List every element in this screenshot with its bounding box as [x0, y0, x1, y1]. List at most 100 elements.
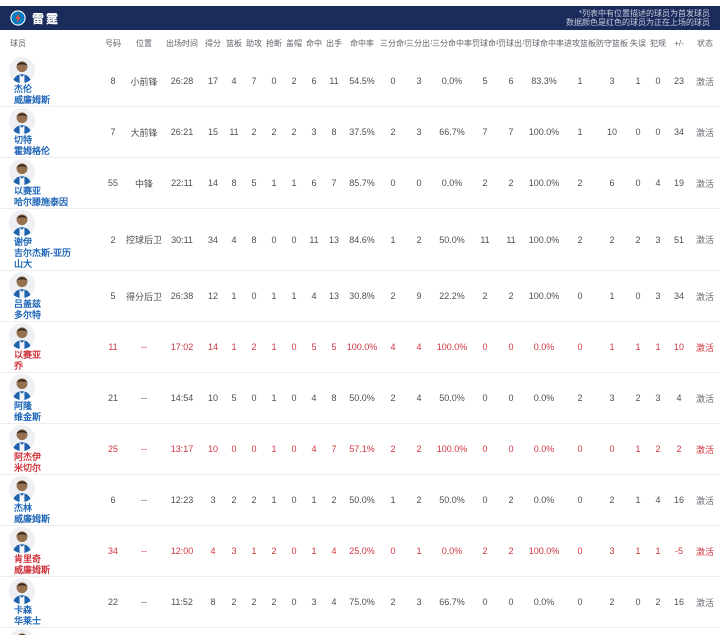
player-name-link[interactable]: 以赛亚 乔	[14, 350, 78, 372]
stat-cell: 54.5%	[349, 76, 375, 86]
stat-cell: 0	[498, 628, 524, 635]
player-row: 卡森 华莱士 22 -- 11:52 8 2 2 2 0 3 4 75.0% 2 3 66.7% 0 0 0.0…	[0, 577, 720, 628]
column-header: 命中	[306, 38, 322, 48]
column-header: +/-	[674, 38, 684, 48]
stat-cell: 4	[210, 546, 216, 556]
stat-cell: 10	[606, 127, 617, 137]
player-avatar[interactable]	[8, 424, 36, 452]
stat-cell: 0	[648, 628, 668, 635]
stat-cell: 1	[577, 127, 583, 137]
stat-cell: 4	[311, 291, 317, 301]
stat-cell: 75.0%	[349, 597, 375, 607]
stat-cell: 50.0%	[439, 234, 465, 245]
stat-cell: 3	[416, 127, 422, 137]
stat-cell: 2	[251, 597, 257, 607]
stat-cell: 1	[609, 291, 615, 301]
stat-cell: 1	[390, 234, 396, 245]
player-name-link[interactable]: 谢伊 吉尔杰斯-亚历山大	[14, 237, 78, 270]
player-avatar[interactable]	[8, 271, 36, 299]
player-given-name: 杰伦	[14, 84, 33, 94]
stat-cell: 0	[271, 76, 277, 86]
stat-cell: 0	[635, 291, 641, 301]
stat-cell: 2	[251, 127, 257, 137]
stat-cell: 1	[635, 546, 641, 556]
column-header: 进攻篮板	[564, 38, 596, 48]
stat-cell: 2	[508, 546, 514, 556]
player-name-link[interactable]: 杰林 威廉姆斯	[14, 503, 78, 525]
stat-cell: 0.0%	[533, 342, 555, 352]
player-name-link[interactable]: 阿隆 维金斯	[14, 401, 78, 423]
stat-cell: 2	[482, 546, 488, 556]
stat-cell: 3	[609, 546, 615, 556]
stat-cell: 11	[229, 127, 239, 137]
column-header: 球员	[10, 38, 26, 48]
stat-cell: 3	[655, 291, 661, 301]
stat-cell: 13:17	[170, 444, 194, 454]
player-avatar[interactable]	[8, 628, 36, 635]
stat-cell: 17	[207, 76, 218, 86]
stat-cell: 1	[231, 291, 237, 301]
column-header: 位置	[136, 38, 152, 48]
player-avatar[interactable]	[8, 209, 36, 237]
stat-cell: 2	[390, 127, 396, 137]
player-name-link[interactable]: 肯里奇 威廉姆斯	[14, 554, 78, 576]
stat-cell: 0	[472, 628, 498, 635]
player-avatar[interactable]	[8, 526, 36, 554]
stat-cell: 3	[324, 628, 344, 635]
player-name-link[interactable]: 阿杰伊 米切尔	[14, 452, 78, 474]
stat-cell: 2	[390, 597, 396, 607]
stat-cell: 7	[331, 178, 337, 188]
stat-cell: 0.0%	[441, 546, 463, 556]
stat-cell: 9	[100, 628, 126, 635]
stat-cell: --	[141, 546, 147, 556]
stat-cell: 12:00	[170, 546, 194, 556]
stat-cell: 3	[231, 546, 237, 556]
stat-cell: 0.0%	[533, 597, 555, 607]
stat-cell: 1	[655, 546, 661, 556]
player-avatar[interactable]	[8, 475, 36, 503]
player-cell: 阿杰伊 米切尔	[0, 424, 100, 475]
player-name-link[interactable]: 吕盖兹 多尔特	[14, 299, 78, 321]
player-name-link[interactable]: 切特 霍姆格伦	[14, 135, 78, 157]
stat-cell: 6	[508, 76, 514, 86]
stat-cell: 100.0%	[346, 342, 378, 352]
stat-cell: 0	[482, 495, 488, 505]
player-avatar[interactable]	[8, 577, 36, 605]
stat-cell: 4	[390, 342, 396, 352]
stat-cell: 23	[673, 76, 684, 86]
stat-cell: 6	[110, 495, 116, 505]
stat-cell: 0	[482, 444, 488, 454]
stat-cell: 11:52	[171, 597, 193, 607]
stat-cell: 26:21	[170, 127, 194, 137]
player-name-link[interactable]: 以赛亚 哈尔滕施泰因	[14, 186, 78, 208]
stat-cell: 22:11	[171, 178, 193, 188]
stat-cell: 0	[482, 597, 488, 607]
player-avatar[interactable]	[8, 373, 36, 401]
player-avatar[interactable]	[8, 158, 36, 186]
stat-cell: 0	[390, 546, 396, 556]
player-surname: 威廉姆斯	[14, 95, 51, 105]
player-given-name: 以赛亚	[14, 186, 42, 196]
player-name-link[interactable]: 杰伦 威廉姆斯	[14, 84, 78, 106]
stat-cell: 50.0%	[349, 495, 375, 505]
column-header: 得分	[205, 38, 221, 48]
column-header: 出场时间	[166, 38, 198, 48]
stat-cell: 30:11	[171, 234, 193, 245]
player-avatar[interactable]	[8, 322, 36, 350]
stat-cell: 1	[271, 291, 277, 301]
stat-cell: 2	[508, 178, 514, 188]
player-avatar[interactable]	[8, 56, 36, 84]
player-avatar[interactable]	[8, 107, 36, 135]
stat-cell: --	[141, 597, 147, 607]
stat-cell: 37.5%	[349, 127, 375, 137]
box-score-table: 球员 号码 位置 出场时间得分篮板助攻抢断盖帽命中出手命中率三分命中三分出手三分命中率…	[0, 30, 720, 635]
stat-cell: 0.0%	[533, 495, 555, 505]
stat-cell: 22	[107, 597, 118, 607]
column-header: 盖帽	[286, 38, 302, 48]
player-name-link[interactable]: 卡森 华莱士	[14, 605, 78, 627]
stat-cell: 7	[251, 76, 257, 86]
stat-cell: 2	[655, 444, 661, 454]
stat-cell: 2	[291, 127, 297, 137]
stat-cell: 2	[577, 178, 583, 188]
stat-cell: 5	[231, 393, 237, 403]
